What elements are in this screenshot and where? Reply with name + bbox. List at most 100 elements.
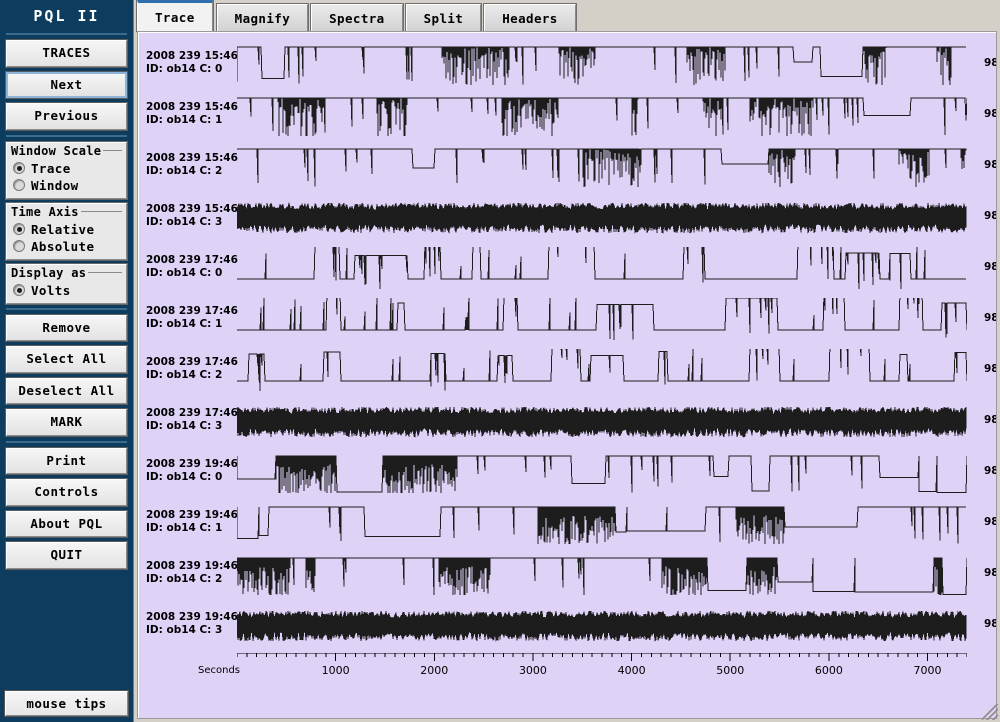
radio-button-icon[interactable]	[13, 223, 25, 235]
radio-option-volts[interactable]: Volts	[11, 281, 122, 298]
trace-scale-value: 982	[984, 56, 996, 69]
tool-button-about-pql[interactable]: About PQL	[6, 510, 127, 537]
previous-button[interactable]: Previous	[6, 103, 127, 130]
trace-channel-id: ID: ob14 C: 1	[146, 317, 223, 330]
action-buttons: Remove Select All Deselect All MARK	[0, 314, 133, 441]
trace-waveform[interactable]	[237, 145, 967, 187]
tab-magnify[interactable]: Magnify	[216, 4, 309, 31]
main-panel: Trace Magnify Spectra Split Headers 2008 239…	[133, 0, 1000, 722]
group-title-text: Display as	[11, 265, 87, 280]
divider	[6, 307, 127, 310]
tab-headers[interactable]: Headers	[484, 4, 576, 31]
trace-channel-id: ID: ob14 C: 3	[146, 419, 223, 432]
trace-scale-value: 982	[984, 566, 996, 579]
trace-scale-value: 982	[984, 617, 996, 630]
tool-buttons: Print Controls About PQL QUIT	[0, 447, 133, 574]
trace-waveform[interactable]	[237, 348, 967, 391]
trace-timestamp: 2008 239 19:46	[146, 610, 238, 623]
trace-channel-id: ID: ob14 C: 2	[146, 368, 223, 381]
trace-waveform[interactable]	[237, 451, 967, 493]
tab-spectra[interactable]: Spectra	[311, 4, 403, 31]
divider	[6, 33, 127, 35]
trace-waveform[interactable]	[237, 297, 967, 340]
group-title: Time Axis	[11, 205, 122, 219]
trace-label: 2008 239 19:46 ID: ob14 C: 1	[146, 509, 238, 535]
trace-timestamp: 2008 239 17:46	[146, 253, 238, 266]
resize-grip[interactable]	[982, 704, 998, 720]
trace-waveform[interactable]	[237, 43, 967, 85]
trace-label: 2008 239 17:46 ID: ob14 C: 0	[146, 254, 238, 280]
x-tick-label: 6000	[814, 664, 843, 677]
divider	[6, 134, 127, 137]
option-group-time-axis: Time Axis Relative Absolute	[6, 202, 127, 260]
trace-waveform[interactable]	[237, 553, 967, 595]
option-group-display-as: Display as Volts	[6, 263, 127, 304]
x-axis	[237, 653, 967, 665]
action-button-mark[interactable]: MARK	[6, 409, 127, 436]
radio-option-absolute[interactable]: Absolute	[11, 237, 122, 254]
x-tick-label: 5000	[716, 664, 745, 677]
x-tick-label: 4000	[617, 664, 646, 677]
trace-channel-id: ID: ob14 C: 3	[146, 623, 223, 636]
action-button-remove[interactable]: Remove	[6, 314, 127, 341]
trace-timestamp: 2008 239 19:46	[146, 457, 238, 470]
tab-split[interactable]: Split	[405, 4, 482, 31]
trace-timestamp: 2008 239 17:46	[146, 406, 238, 419]
action-button-deselect-all[interactable]: Deselect All	[6, 377, 127, 404]
radio-button-icon[interactable]	[13, 179, 25, 191]
radio-option-relative[interactable]: Relative	[11, 220, 122, 237]
x-axis-label: Seconds	[198, 665, 241, 676]
trace-timestamp: 2008 239 19:46	[146, 508, 238, 521]
tab-bar: Trace Magnify Spectra Split Headers	[134, 0, 1000, 31]
trace-scale-value: 982	[984, 515, 996, 528]
trace-waveform[interactable]	[237, 502, 967, 544]
group-title-rule	[80, 211, 122, 212]
tool-button-controls[interactable]: Controls	[6, 479, 127, 506]
tab-trace[interactable]: Trace	[137, 0, 213, 31]
radio-button-icon[interactable]	[13, 162, 25, 174]
radio-option-label: Trace	[31, 160, 71, 176]
radio-option-window[interactable]: Window	[11, 176, 122, 193]
trace-timestamp: 2008 239 17:46	[146, 304, 238, 317]
trace-label: 2008 239 19:46 ID: ob14 C: 2	[146, 560, 238, 586]
trace-waveform[interactable]	[237, 197, 967, 237]
sidebar-footer: mouse tips	[0, 691, 133, 722]
trace-timestamp: 2008 239 15:46	[146, 100, 238, 113]
radio-option-trace[interactable]: Trace	[11, 159, 122, 176]
trace-waveform[interactable]	[237, 401, 967, 441]
mouse-tips-button[interactable]: mouse tips	[5, 691, 128, 716]
trace-channel-id: ID: ob14 C: 1	[146, 113, 223, 126]
trace-scale-value: 982	[984, 107, 996, 120]
action-button-select-all[interactable]: Select All	[6, 346, 127, 373]
radio-button-icon[interactable]	[13, 284, 25, 296]
tool-button-print[interactable]: Print	[6, 447, 127, 474]
tool-button-quit[interactable]: QUIT	[6, 542, 127, 569]
radio-option-label: Window	[31, 177, 79, 193]
trace-waveform[interactable]	[237, 605, 967, 645]
traces-button[interactable]: TRACES	[6, 40, 127, 67]
trace-waveform[interactable]	[237, 94, 967, 136]
next-button[interactable]: Next	[6, 71, 127, 98]
x-tick-label: 2000	[420, 664, 449, 677]
radio-button-icon[interactable]	[13, 240, 25, 252]
trace-label: 2008 239 15:46 ID: ob14 C: 3	[146, 203, 238, 229]
trace-label: 2008 239 15:46 ID: ob14 C: 2	[146, 152, 238, 178]
trace-label: 2008 239 15:46 ID: ob14 C: 1	[146, 101, 238, 127]
trace-label: 2008 239 17:46 ID: ob14 C: 2	[146, 356, 238, 382]
trace-waveform[interactable]	[237, 246, 967, 289]
